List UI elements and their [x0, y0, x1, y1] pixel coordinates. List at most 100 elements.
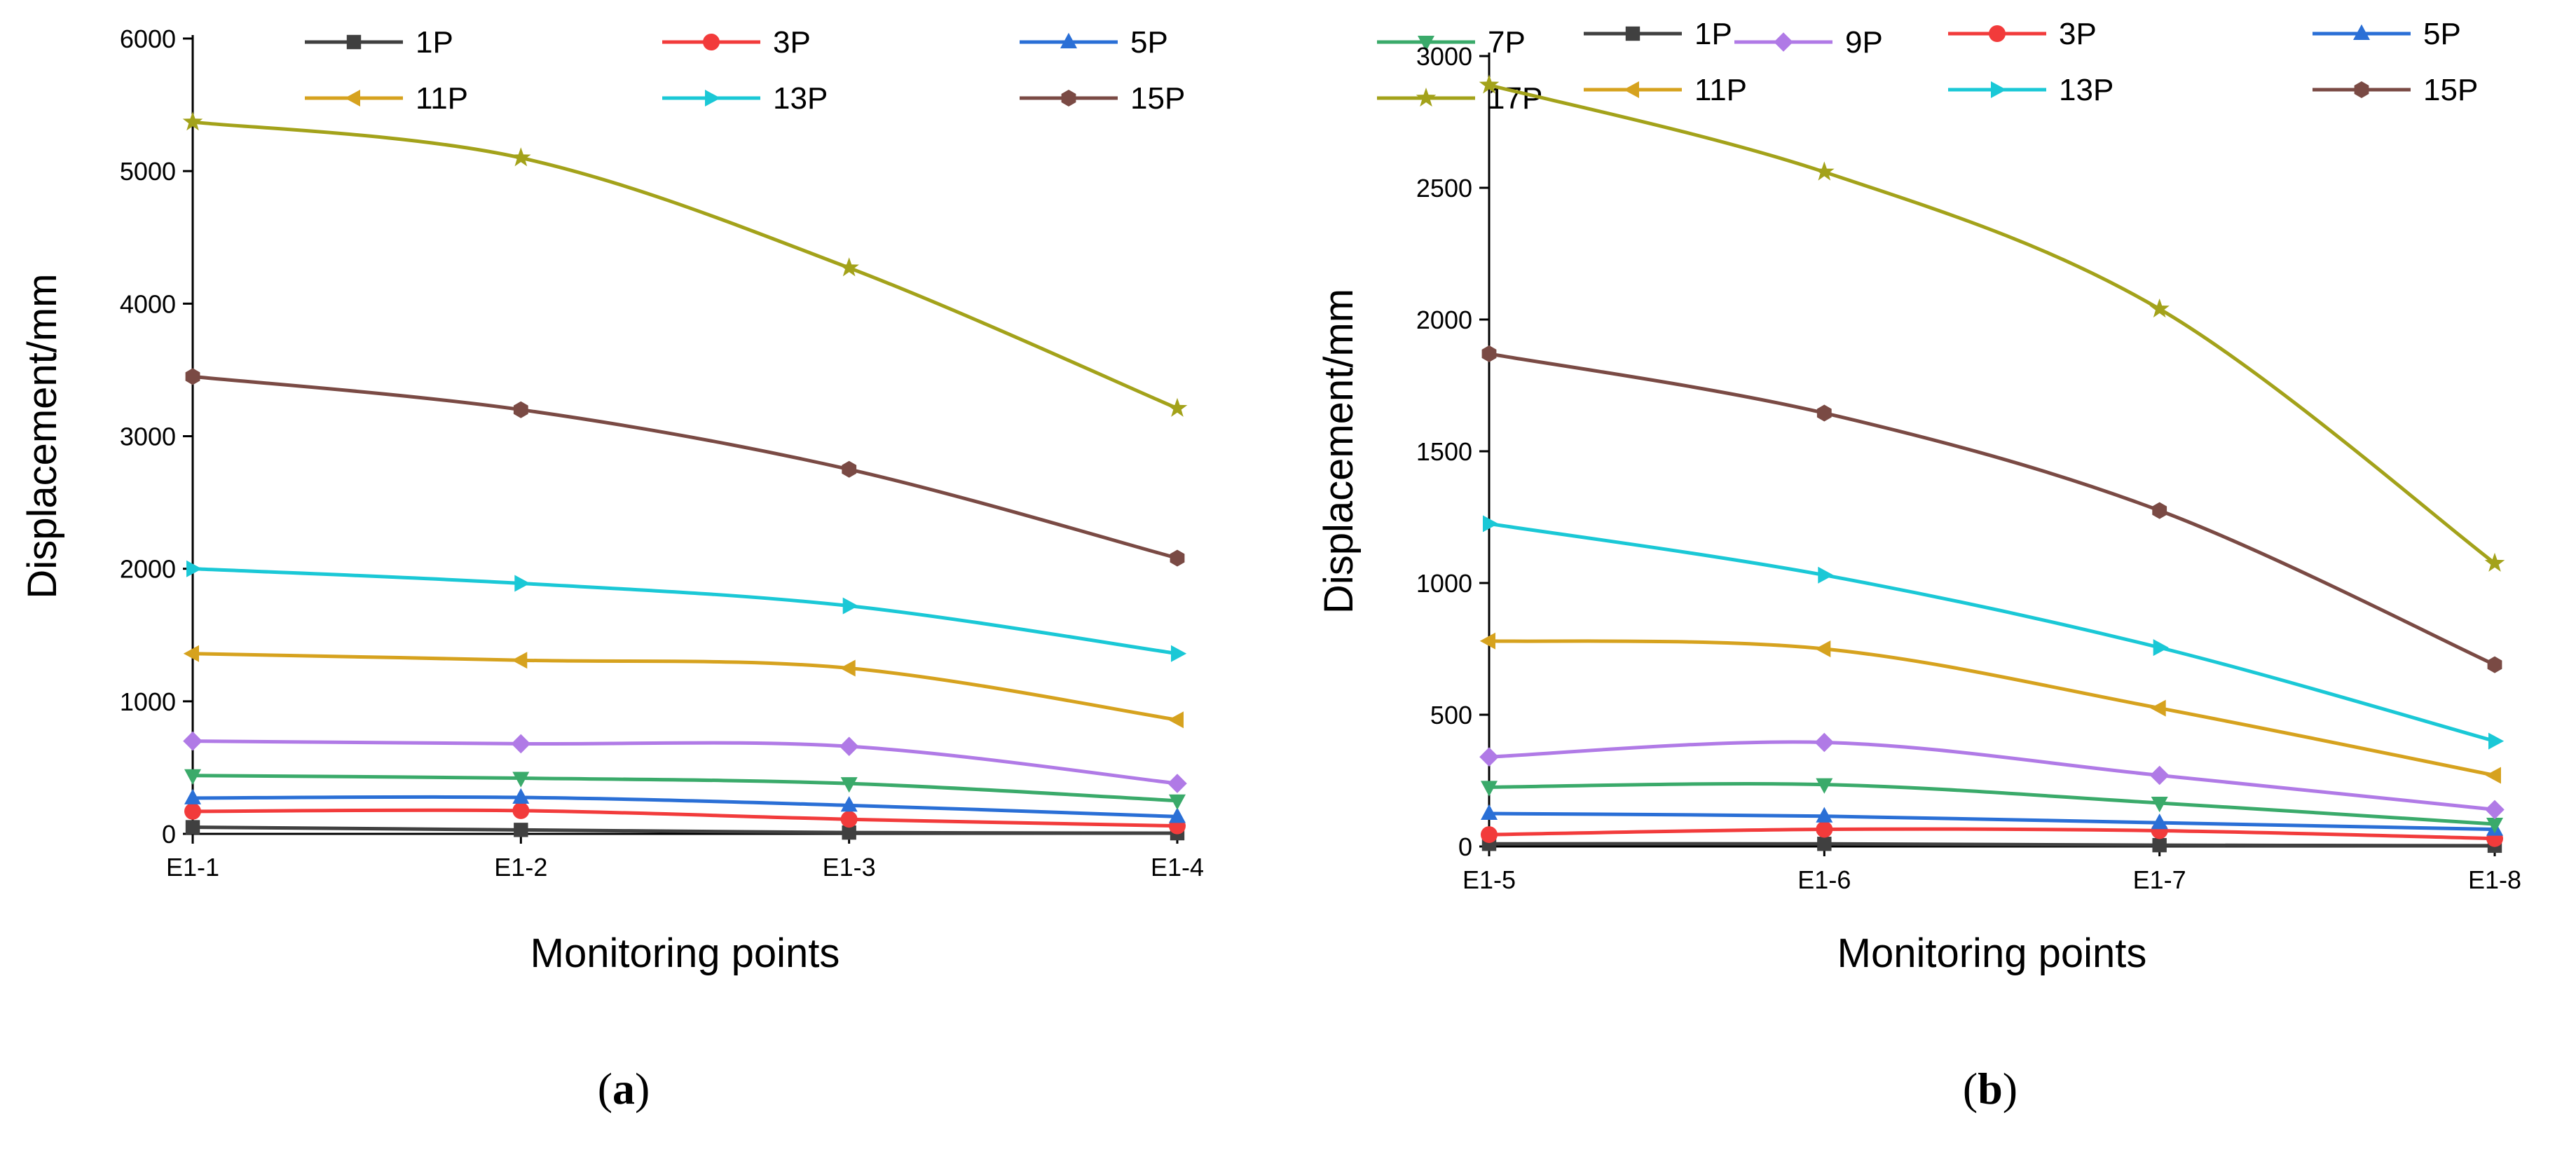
legend-label: 5P — [1130, 25, 1168, 60]
series-line-13p — [1488, 521, 2495, 743]
data-point-3p-e1-6 — [1816, 821, 1833, 838]
data-point-17p-e1-1 — [182, 111, 203, 131]
legend-item-11p: 11P — [1584, 73, 1747, 107]
data-point-15p-e1-2 — [513, 401, 528, 418]
legend-label: 1P — [1694, 17, 1732, 51]
data-point-15p-e1-8 — [2487, 656, 2502, 673]
data-point-5p-e1-5 — [1481, 804, 1498, 820]
data-point-17p-e1-2 — [511, 147, 531, 167]
series-9p — [183, 731, 1187, 793]
series-11p — [1479, 632, 2501, 784]
legend-item-15p: 15P — [2313, 73, 2478, 107]
data-point-1p-e1-3 — [842, 825, 856, 840]
series-17p — [182, 111, 1188, 417]
series-line-11p — [192, 652, 1178, 722]
data-point-11p-e1-2 — [512, 652, 528, 669]
legend-marker-13p — [1991, 81, 2007, 98]
data-point-17p-e1-4 — [1167, 397, 1188, 417]
legend-label: 5P — [2423, 17, 2461, 51]
legend-label: 3P — [2059, 17, 2097, 51]
legend-marker-15p — [1061, 90, 1076, 107]
series-5p — [184, 788, 1186, 823]
legend-item-15p: 15P — [1020, 81, 1185, 116]
series-line-5p — [192, 795, 1178, 818]
legend-marker-11p — [1623, 81, 1639, 98]
data-point-13p-e1-4 — [1171, 645, 1187, 662]
data-point-5p-e1-2 — [512, 788, 530, 804]
legend-marker-9p — [1774, 32, 1793, 52]
series-17p — [1479, 74, 2505, 572]
y-tick-label: 1500 — [1416, 437, 1472, 466]
data-point-13p-e1-1 — [186, 560, 203, 577]
data-point-7p-e1-6 — [1816, 778, 1833, 794]
data-point-7p-e1-1 — [184, 769, 201, 785]
data-point-11p-e1-8 — [2485, 767, 2501, 784]
legend-item-1p: 1P — [305, 25, 453, 60]
data-point-11p-e1-5 — [1479, 632, 1495, 650]
y-tick-label: 6000 — [120, 25, 176, 53]
data-point-17p-e1-6 — [1814, 161, 1835, 181]
series-line-3p — [1488, 827, 2495, 841]
y-tick-label: 0 — [1458, 832, 1472, 861]
series-15p — [1481, 345, 2502, 673]
data-point-1p-e1-2 — [514, 823, 528, 837]
data-point-9p-e1-4 — [1167, 774, 1187, 793]
data-point-13p-e1-5 — [1483, 515, 1499, 533]
series-7p — [184, 769, 1186, 810]
data-point-15p-e1-5 — [1481, 345, 1497, 362]
data-point-1p-e1-7 — [2152, 837, 2167, 853]
data-point-1p-e1-1 — [185, 820, 200, 835]
legend-item-9p: 9P — [1734, 25, 1883, 60]
data-point-9p-e1-5 — [1479, 747, 1499, 767]
data-point-11p-e1-6 — [1815, 640, 1831, 657]
legend-label: 9P — [1845, 25, 1883, 60]
data-point-17p-e1-7 — [2149, 299, 2170, 318]
data-point-15p-e1-4 — [1170, 549, 1185, 567]
y-axis-title: Displacement/mm — [20, 273, 65, 598]
legend-label: 11P — [416, 81, 468, 116]
y-tick-label: 500 — [1430, 701, 1472, 729]
y-axis-title: Displacement/mm — [1316, 289, 1362, 614]
data-point-11p-e1-1 — [183, 645, 199, 662]
data-point-9p-e1-2 — [511, 734, 531, 754]
data-point-7p-e1-7 — [2151, 797, 2168, 813]
legend-item-5p: 5P — [1020, 25, 1168, 60]
data-point-5p-e1-4 — [1169, 807, 1186, 823]
data-point-11p-e1-7 — [2150, 699, 2166, 717]
data-point-17p-e1-5 — [1479, 74, 1500, 94]
data-point-11p-e1-4 — [1167, 711, 1184, 729]
y-tick-label: 1000 — [120, 687, 176, 716]
x-tick-label: E1-1 — [166, 853, 219, 882]
data-point-9p-e1-1 — [183, 731, 203, 751]
data-point-9p-e1-3 — [839, 736, 859, 756]
y-tick-label: 1000 — [1416, 569, 1472, 598]
legend-marker-1p — [1625, 26, 1640, 41]
series-line-15p — [1488, 352, 2496, 666]
x-axis-title: Monitoring points — [530, 931, 840, 976]
y-tick-label: 2500 — [1416, 174, 1472, 203]
legend: 1P 3P 5P 7P 9P 11P 13P 15P 17P — [305, 25, 1883, 116]
legend-label: 15P — [1130, 81, 1185, 116]
data-point-13p-e1-7 — [2153, 639, 2169, 657]
data-point-15p-e1-3 — [842, 460, 857, 478]
legend-item-5p: 5P — [2313, 17, 2461, 51]
data-point-13p-e1-3 — [842, 597, 858, 615]
x-tick-label: E1-5 — [1462, 865, 1516, 894]
x-tick-label: E1-4 — [1151, 853, 1204, 882]
series-15p — [185, 368, 1185, 567]
y-tick-label: 3000 — [1416, 42, 1472, 71]
legend-item-7p: 7P — [1377, 25, 1526, 60]
data-point-15p-e1-7 — [2152, 502, 2167, 519]
legend-marker-11p — [344, 90, 360, 107]
x-tick-label: E1-6 — [1797, 865, 1851, 894]
series-line-17p — [1488, 83, 2496, 565]
x-tick-label: E1-7 — [2133, 865, 2186, 894]
legend-marker-13p — [705, 90, 721, 107]
legend-item-13p: 13P — [662, 81, 828, 116]
data-point-1p-e1-6 — [1817, 837, 1832, 851]
data-point-7p-e1-2 — [512, 771, 530, 788]
data-point-3p-e1-2 — [512, 802, 530, 819]
legend-label: 13P — [2059, 73, 2113, 107]
series-1p — [1481, 837, 2502, 853]
